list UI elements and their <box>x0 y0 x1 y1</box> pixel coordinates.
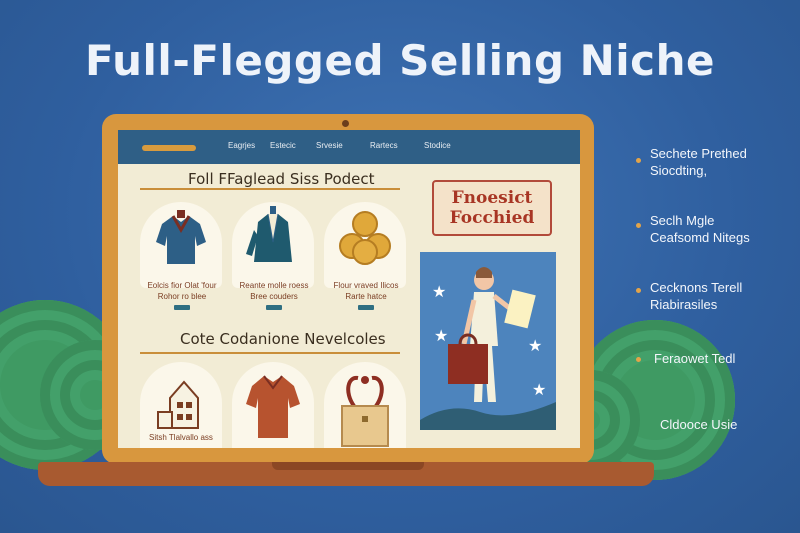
feature-item-line2: Riabirasiles <box>650 297 718 312</box>
feature-item-line1: Cldooce Usie <box>660 417 738 432</box>
product-buy-button[interactable] <box>266 305 282 310</box>
bag-icon <box>341 375 389 447</box>
featured-badge: Fnoesict Focchied <box>432 180 552 236</box>
laptop-screen: Eagrjes Estecic Srvesie Rartecs Stodice … <box>118 130 580 448</box>
nav-item-3[interactable]: Srvesie <box>316 141 343 150</box>
nav-item-2[interactable]: Estecic <box>270 141 296 150</box>
nav-item-5[interactable]: Stodice <box>424 141 451 150</box>
product-caption-line2: Bree couders <box>250 292 298 301</box>
product-caption-line1: Flour vraved Ilicos <box>333 281 399 290</box>
product-card[interactable] <box>324 202 406 288</box>
collection-caption: Sitsh Tlalvallo ass <box>149 433 213 442</box>
feature-item-line1: Feraowet Tedl <box>654 351 736 366</box>
nav-item-1[interactable]: Eagrjes <box>228 141 256 150</box>
star-icon: ★ <box>434 328 449 345</box>
badge-line1: Fnoesict <box>451 188 533 208</box>
section-divider <box>140 352 400 354</box>
product-caption-line2: Rohor ro blee <box>157 292 207 301</box>
collection-card[interactable] <box>140 362 222 448</box>
coins-icon <box>339 211 391 265</box>
badge-line2: Focchied <box>449 208 535 228</box>
bullet-dot <box>636 158 641 163</box>
promo-banner[interactable]: ★ ★ ★ ★ ★ <box>420 252 556 430</box>
feature-item-line1: Sechete Prethed <box>650 146 747 161</box>
feature-item-line1: Seclh Mgle <box>650 213 715 228</box>
bullet-dot <box>636 357 641 362</box>
shirt-icon <box>246 375 300 438</box>
collection-card[interactable] <box>324 362 406 448</box>
building-icon <box>157 380 199 429</box>
product-card[interactable] <box>140 202 222 288</box>
logo-bar[interactable] <box>142 145 196 151</box>
star-icon: ★ <box>432 284 447 301</box>
feature-item-line2: Ceafsomd Nitegs <box>650 230 750 245</box>
nav-item-4[interactable]: Rartecs <box>370 141 398 150</box>
star-icon: ★ <box>532 382 547 399</box>
product-caption-line1: Eolcis fior Olat 'four <box>147 281 217 290</box>
bullet-dot <box>636 223 641 228</box>
section-divider <box>140 188 400 190</box>
star-icon: ★ <box>528 338 543 355</box>
laptop-base-notch <box>272 462 424 470</box>
section-title-collection: Cote Codanione Nevelcoles <box>180 330 386 348</box>
feature-item-line1: Cecknons Terell <box>650 280 743 295</box>
product-card[interactable] <box>232 202 314 288</box>
product-caption-line1: Reante molle roess <box>239 281 309 290</box>
collection-card[interactable] <box>232 362 314 448</box>
bullet-dot <box>636 288 641 293</box>
camera-icon <box>342 120 349 127</box>
page-headline: Full-Flegged Selling Niche <box>85 36 715 85</box>
section-title-products: Foll FFaglead Siss Podect <box>188 170 375 188</box>
product-buy-button[interactable] <box>174 305 190 310</box>
product-caption-line2: Rarte hatce <box>345 292 387 301</box>
jacket-icon <box>246 206 292 262</box>
shopper-illustration <box>420 267 556 430</box>
product-buy-button[interactable] <box>358 305 374 310</box>
feature-item-line2: Siocdting, <box>650 163 708 178</box>
site-navbar: Eagrjes Estecic Srvesie Rartecs Stodice <box>118 130 580 164</box>
shirt-icon <box>156 210 206 264</box>
